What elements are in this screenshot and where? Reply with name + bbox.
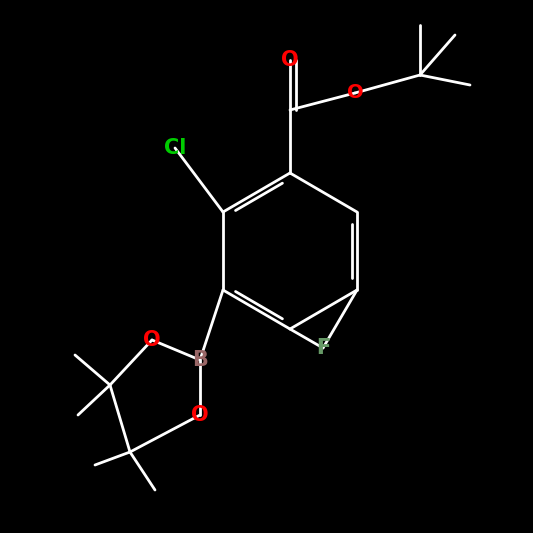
Text: O: O bbox=[143, 330, 161, 350]
Text: B: B bbox=[192, 350, 208, 370]
Text: F: F bbox=[316, 338, 330, 358]
Text: O: O bbox=[281, 50, 299, 70]
Text: O: O bbox=[191, 405, 209, 425]
Text: Cl: Cl bbox=[164, 138, 186, 158]
Text: O: O bbox=[346, 84, 364, 102]
Text: F: F bbox=[316, 338, 330, 358]
